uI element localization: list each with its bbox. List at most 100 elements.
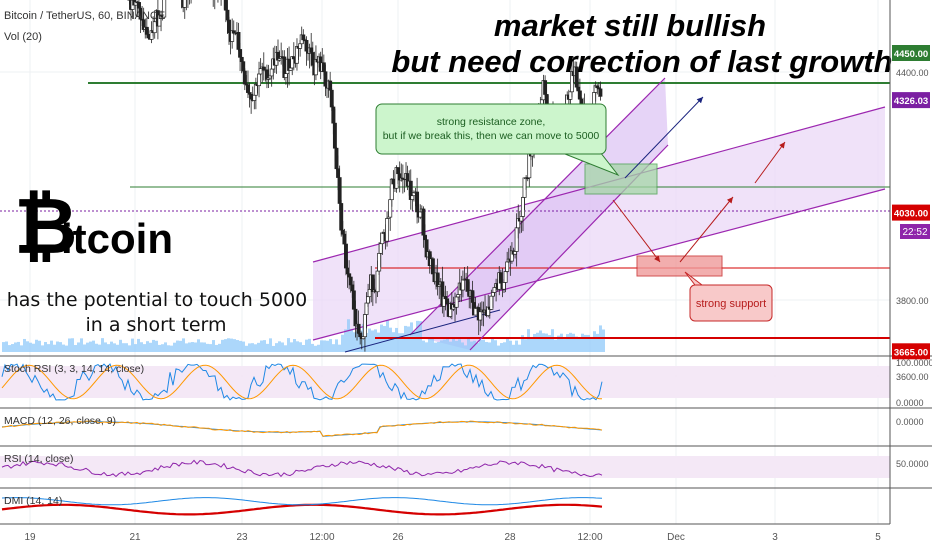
volume-bar (287, 338, 290, 352)
volume-bar (170, 345, 173, 352)
volume-bar (383, 326, 386, 352)
volume-bar (197, 339, 200, 352)
volume-bar (341, 334, 344, 352)
volume-bar (548, 335, 551, 352)
volume-bar (293, 339, 296, 352)
candle (332, 122, 337, 149)
candle (503, 271, 508, 283)
volume-bar (524, 339, 527, 352)
volume-bar (20, 345, 23, 352)
volume-bar (116, 344, 119, 352)
arrow-up-red-2 (754, 141, 786, 184)
volume-bar (5, 341, 8, 352)
volume-bar (17, 341, 20, 352)
volume-bar (80, 338, 83, 352)
candle (283, 73, 288, 78)
trend-line-blue (344, 309, 501, 353)
volume-bar (134, 344, 137, 352)
volume-bar (188, 342, 191, 352)
candle (321, 62, 326, 73)
volume-bar (38, 340, 41, 352)
level-tag (892, 45, 930, 61)
candle (347, 273, 352, 278)
volume-bar (14, 342, 17, 352)
volume-bar (518, 344, 521, 352)
candle (348, 276, 353, 286)
time-tick-label: Dec (667, 532, 685, 543)
candle (421, 208, 426, 236)
volume-bar (230, 338, 233, 352)
level-tag-label: 4326.03 (894, 96, 928, 107)
candle (367, 288, 372, 298)
volume-bar (50, 340, 53, 352)
volume-bar (347, 319, 350, 352)
candle (502, 282, 506, 290)
time-tick-label: 3 (772, 532, 778, 543)
candle (258, 68, 263, 75)
volume-bar (161, 344, 164, 352)
volume-bar (422, 340, 425, 352)
volume-bar (485, 341, 488, 352)
volume-bar (119, 339, 122, 352)
volume-bar (464, 345, 467, 352)
indicator-name: DMI (14, 14) (4, 495, 62, 507)
volume-bar (275, 343, 278, 352)
candle (339, 203, 344, 231)
candle (238, 49, 243, 58)
candle (370, 274, 375, 293)
indicator-panes: Stoch RSI (3, 3, 14, 14, close) 100.0000 0… (0, 355, 932, 516)
time-tick-label: 19 (24, 532, 36, 543)
volume-bar (248, 343, 251, 352)
volume-bar (587, 334, 590, 352)
price-tick-label: 3600.00 (896, 372, 929, 382)
volume-bar (461, 342, 464, 352)
volume-bar (539, 330, 542, 352)
volume-bar (86, 342, 89, 352)
volume-bar (377, 332, 380, 352)
volume-bar (563, 339, 566, 352)
candle (336, 168, 341, 178)
volume-bar (281, 342, 284, 352)
volume-bar (584, 334, 587, 352)
potential-line1: has the potential to touch 5000 (7, 289, 308, 311)
resistance-callout: strong resistance zone, but if we break … (375, 103, 620, 177)
candle (465, 279, 470, 292)
volume-bar (176, 340, 179, 352)
candle (445, 298, 450, 305)
volume-bar (467, 338, 470, 352)
volume-bar (446, 338, 449, 352)
candle (246, 84, 250, 93)
level-tag (892, 204, 930, 221)
volume-bar (557, 335, 560, 352)
candle (236, 31, 241, 50)
candle (362, 314, 367, 338)
price-axis: 5400.005200.004800.004600.004400.003800.… (889, 0, 930, 524)
candle (241, 61, 246, 72)
volume-bar (251, 343, 254, 352)
volume-bar (272, 345, 275, 352)
volume-bar (29, 342, 32, 352)
channel-lower-line (312, 188, 886, 341)
volume-bar (311, 343, 314, 352)
volume-bar (107, 344, 110, 352)
volume-bar (155, 340, 158, 352)
indicator-name: RSI (14, close) (4, 453, 73, 465)
volume-label: Vol (20) (4, 31, 42, 43)
volume-bar (572, 333, 575, 352)
volume-bar (236, 340, 239, 352)
indicator-line (1, 363, 603, 401)
candle (388, 199, 393, 218)
candle (323, 71, 328, 87)
volume-bar (326, 340, 329, 352)
support-note: strong support (696, 298, 766, 310)
volume-bar (395, 327, 398, 352)
volume-bar (56, 341, 59, 352)
candle (478, 311, 483, 321)
volume-bar (92, 340, 95, 352)
time-tick-label: 28 (504, 532, 516, 543)
volume-bar (182, 338, 185, 352)
volume-bar (455, 340, 458, 352)
volume-bar (302, 344, 305, 352)
candle (430, 258, 435, 275)
